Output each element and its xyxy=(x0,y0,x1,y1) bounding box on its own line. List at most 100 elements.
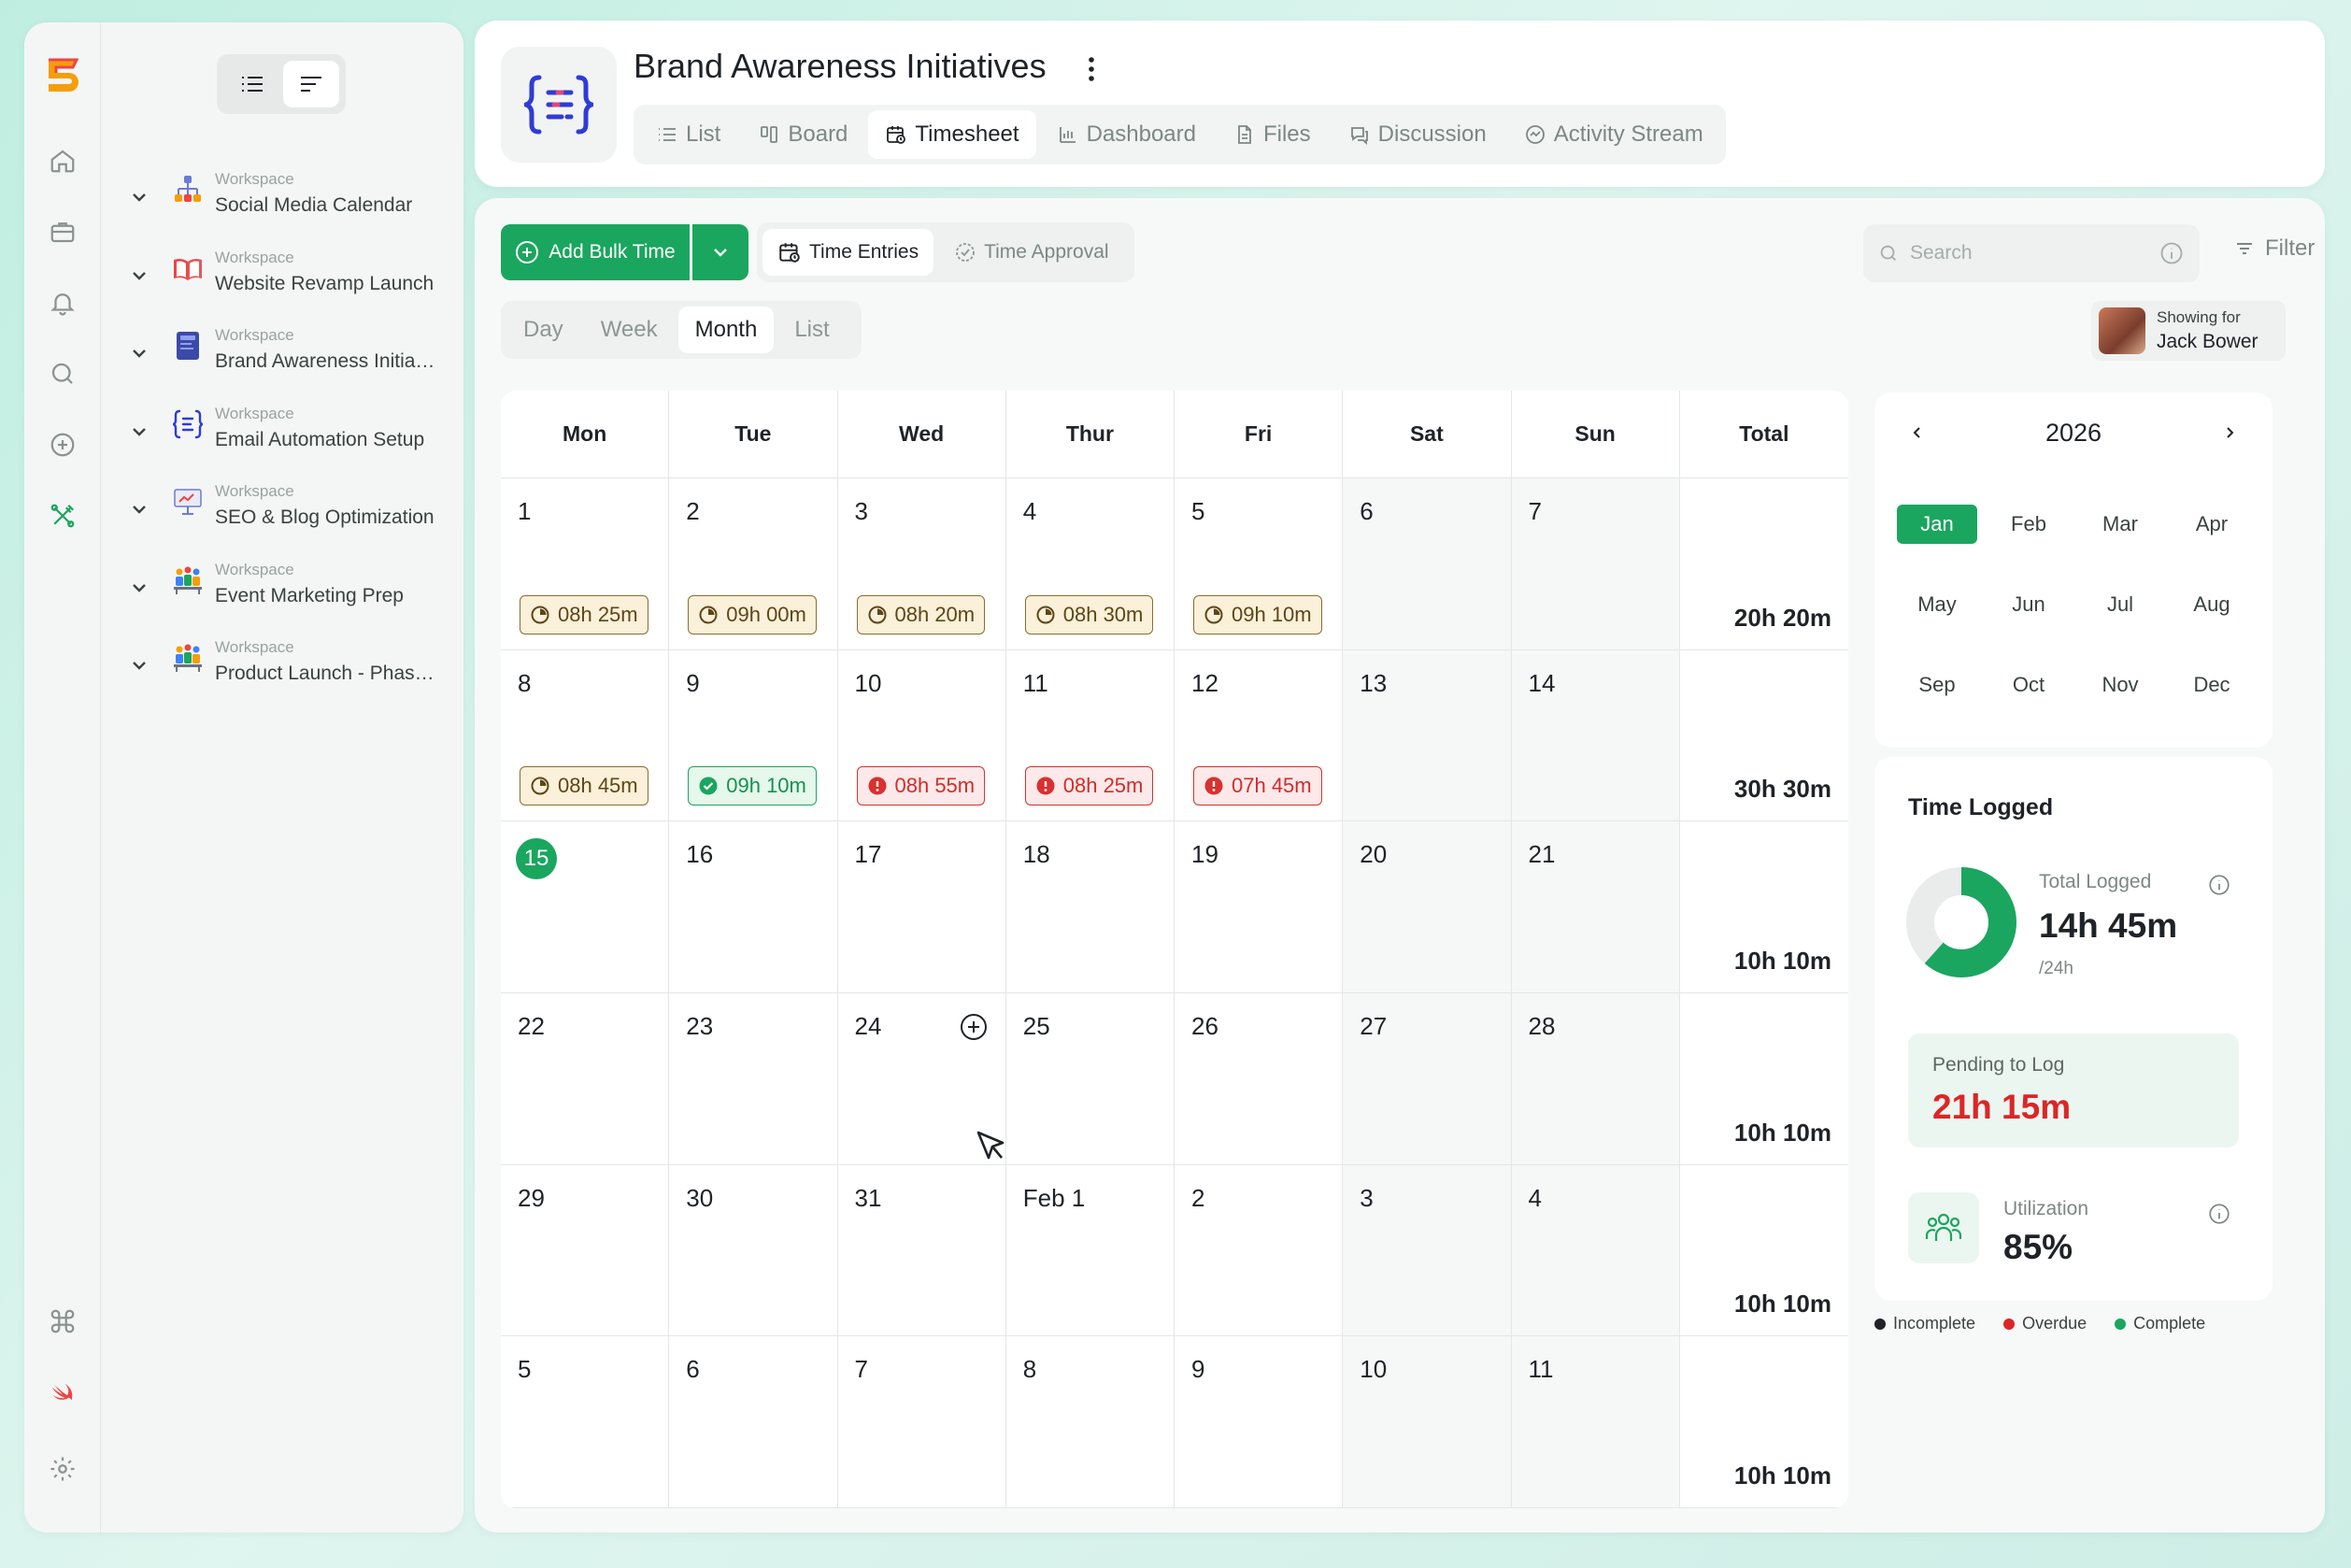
month-mar[interactable]: Mar xyxy=(2102,512,2138,535)
calendar-day-cell[interactable]: 17 xyxy=(837,821,1006,993)
integrations-icon[interactable] xyxy=(46,499,79,533)
tab-time-approval[interactable]: Time Approval xyxy=(939,229,1123,276)
search-icon[interactable] xyxy=(46,357,79,391)
calendar-day-cell[interactable]: 11 xyxy=(1511,1336,1680,1508)
tab-list[interactable]: List xyxy=(639,110,737,159)
calendar-day-cell[interactable]: 3 08h 20m xyxy=(837,478,1006,650)
time-entry-badge[interactable]: 07h 45m xyxy=(1193,766,1322,806)
month-jan[interactable]: Jan xyxy=(1897,505,1977,544)
time-entry-badge[interactable]: 08h 45m xyxy=(520,766,648,806)
calendar-day-cell[interactable]: 4 xyxy=(1511,1164,1680,1337)
add-bulk-time-button[interactable]: Add Bulk Time xyxy=(501,224,690,280)
calendar-day-cell[interactable]: 26 xyxy=(1175,993,1344,1165)
calendar-day-cell[interactable]: 13 xyxy=(1343,649,1512,822)
calendar-day-cell[interactable]: 14 xyxy=(1511,649,1680,822)
month-jul[interactable]: Jul xyxy=(2106,592,2134,616)
calendar-day-cell[interactable]: 20 xyxy=(1343,821,1512,993)
more-options-icon[interactable] xyxy=(1082,52,1101,86)
month-apr[interactable]: Apr xyxy=(2195,512,2229,535)
sidebar-workspace-item[interactable]: Workspace Event Marketing Prep xyxy=(125,555,471,620)
tab-activity-stream[interactable]: Activity Stream xyxy=(1507,110,1720,159)
time-entry-badge[interactable]: 08h 25m xyxy=(520,594,648,634)
month-feb[interactable]: Feb xyxy=(2011,512,2046,535)
calendar-day-cell[interactable]: 4 08h 30m xyxy=(1005,478,1175,650)
calendar-day-cell[interactable]: 7 xyxy=(1511,478,1680,650)
tab-board[interactable]: Board xyxy=(741,110,864,159)
calendar-day-cell[interactable]: 19 xyxy=(1175,821,1344,993)
list-view-icon[interactable] xyxy=(224,61,280,107)
calendar-day-cell[interactable]: 7 xyxy=(837,1336,1006,1508)
calendar-day-cell[interactable]: 24 xyxy=(837,993,1006,1165)
tab-day[interactable]: Day xyxy=(523,317,563,342)
command-icon[interactable] xyxy=(46,1304,79,1338)
calendar-day-cell[interactable]: 6 xyxy=(669,1336,838,1508)
chevron-down-icon[interactable] xyxy=(129,655,150,676)
chevron-down-icon[interactable] xyxy=(129,265,150,286)
add-circle-icon[interactable] xyxy=(46,428,79,462)
chevron-down-icon[interactable] xyxy=(129,499,150,520)
chevron-down-icon[interactable] xyxy=(129,421,150,442)
info-icon[interactable] xyxy=(2159,240,2185,266)
month-jun[interactable]: Jun xyxy=(2012,592,2045,616)
month-aug[interactable]: Aug xyxy=(2193,592,2230,616)
chevron-left-icon[interactable] xyxy=(1908,423,1927,442)
month-oct[interactable]: Oct xyxy=(2012,673,2045,696)
sidebar-workspace-item[interactable]: Workspace Social Media Calendar xyxy=(125,164,471,230)
calendar-day-cell[interactable]: 1 08h 25m xyxy=(501,478,670,650)
sidebar-workspace-item[interactable]: Workspace SEO & Blog Optimization xyxy=(125,477,471,542)
filter-button[interactable]: Filter xyxy=(2233,235,2315,262)
chevron-right-icon[interactable] xyxy=(2220,423,2239,442)
calendar-day-cell[interactable]: 3 xyxy=(1343,1164,1512,1337)
time-entry-badge[interactable]: 09h 00m xyxy=(688,594,817,634)
calendar-day-cell[interactable]: 16 xyxy=(669,821,838,993)
sidebar-workspace-item[interactable]: Workspace Brand Awareness Initiatives xyxy=(125,321,471,386)
time-entry-badge[interactable]: 09h 10m xyxy=(688,766,817,806)
tab-month[interactable]: Month xyxy=(677,306,775,353)
calendar-day-cell[interactable]: 18 xyxy=(1005,821,1175,993)
calendar-day-cell[interactable]: 2 09h 00m xyxy=(669,478,838,650)
calendar-day-cell[interactable]: 31 xyxy=(837,1164,1006,1337)
time-entry-badge[interactable]: 08h 30m xyxy=(1024,594,1154,634)
calendar-day-cell[interactable]: 21 xyxy=(1511,821,1680,993)
bell-icon[interactable] xyxy=(46,286,79,320)
tab-discussion[interactable]: Discussion xyxy=(1332,110,1503,159)
calendar-day-cell[interactable]: 10 xyxy=(1343,1336,1512,1508)
calendar-day-cell[interactable]: 5 xyxy=(501,1336,670,1508)
sidebar-workspace-item[interactable]: Workspace Email Automation Setup xyxy=(125,399,471,464)
briefcase-icon[interactable] xyxy=(46,215,79,249)
calendar-day-cell[interactable]: 12 07h 45m xyxy=(1175,649,1344,822)
swift-icon[interactable] xyxy=(46,1377,79,1411)
sort-view-icon[interactable] xyxy=(282,61,339,107)
chevron-down-icon[interactable] xyxy=(129,577,150,598)
settings-gear-icon[interactable] xyxy=(46,1452,79,1486)
home-icon[interactable] xyxy=(46,144,79,178)
calendar-day-cell[interactable]: 30 xyxy=(669,1164,838,1337)
time-entry-badge[interactable]: 08h 25m xyxy=(1024,766,1154,806)
calendar-day-cell[interactable]: 2 xyxy=(1175,1164,1344,1337)
month-nov[interactable]: Nov xyxy=(2102,673,2139,696)
month-dec[interactable]: Dec xyxy=(2193,673,2230,696)
sidebar-workspace-item[interactable]: Workspace Website Revamp Launch xyxy=(125,243,471,308)
month-may[interactable]: May xyxy=(1917,592,1957,616)
tab-week[interactable]: Week xyxy=(600,317,658,342)
tab-dashboard[interactable]: Dashboard xyxy=(1040,110,1213,159)
search-field[interactable]: Search xyxy=(1863,224,2200,282)
calendar-day-cell[interactable]: 29 xyxy=(501,1164,670,1337)
calendar-day-cell[interactable]: 6 xyxy=(1343,478,1512,650)
add-bulk-time-dropdown[interactable] xyxy=(692,224,748,280)
calendar-day-cell[interactable]: 10 08h 55m xyxy=(837,649,1006,822)
showing-for-user[interactable]: Showing for Jack Bower xyxy=(2091,301,2286,361)
calendar-day-cell[interactable]: 22 xyxy=(501,993,670,1165)
calendar-day-cell[interactable]: 15 xyxy=(501,821,670,993)
time-entry-badge[interactable]: 08h 20m xyxy=(856,594,986,634)
calendar-day-cell[interactable]: 9 xyxy=(1175,1336,1344,1508)
calendar-day-cell[interactable]: 8 08h 45m xyxy=(501,649,670,822)
calendar-day-cell[interactable]: 28 xyxy=(1511,993,1680,1165)
time-entry-badge[interactable]: 09h 10m xyxy=(1193,594,1322,634)
calendar-day-cell[interactable]: 9 09h 10m xyxy=(669,649,838,822)
calendar-day-cell[interactable]: 25 xyxy=(1005,993,1175,1165)
chevron-down-icon[interactable] xyxy=(129,343,150,363)
calendar-day-cell[interactable]: 27 xyxy=(1343,993,1512,1165)
calendar-day-cell[interactable]: Feb 1 xyxy=(1005,1164,1175,1337)
info-icon[interactable] xyxy=(2207,1202,2231,1226)
